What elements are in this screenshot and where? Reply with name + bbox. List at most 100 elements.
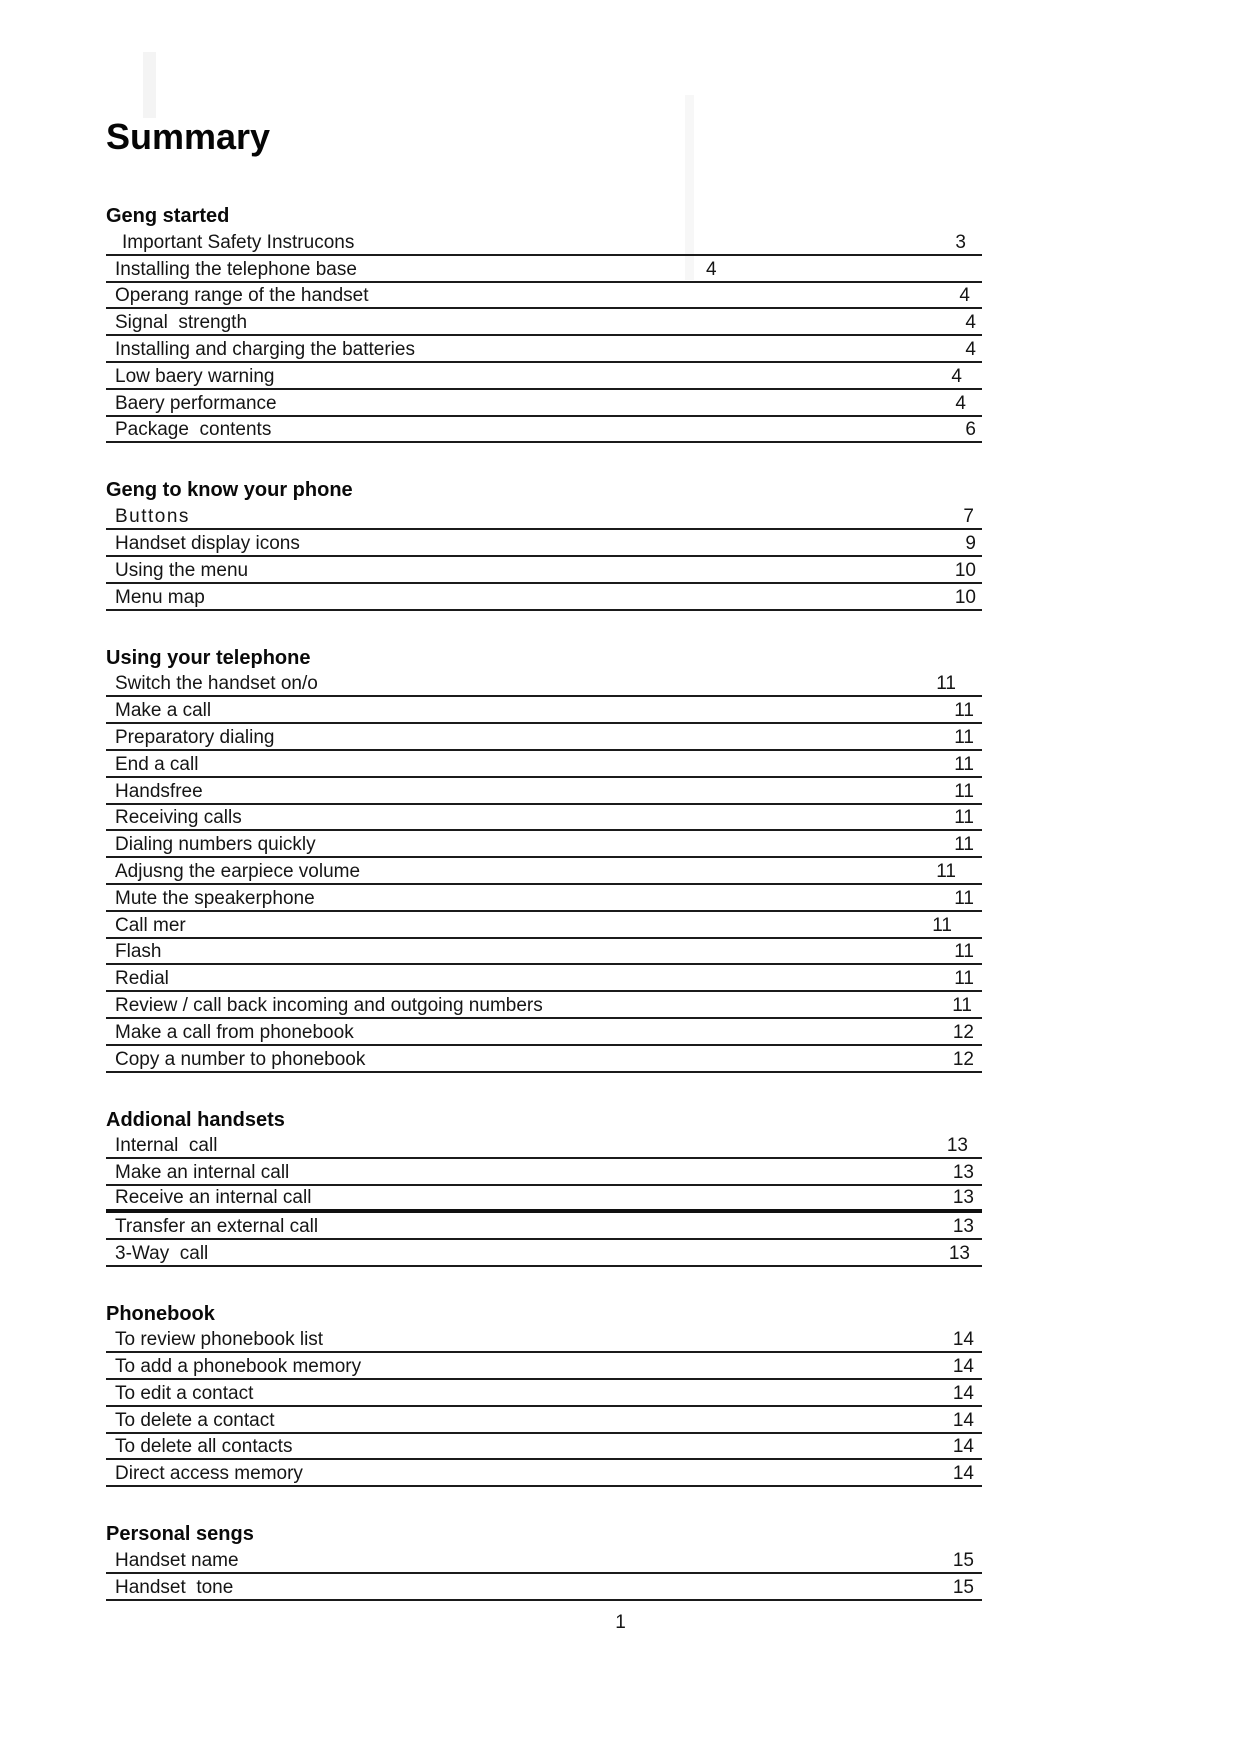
- toc-entry-label: Redial: [115, 968, 169, 990]
- toc-entry-label: Flash: [115, 941, 162, 963]
- toc-entry-page: 13: [948, 1242, 970, 1264]
- toc-entry-row: Installing and charging the batteries 4: [106, 336, 982, 363]
- toc-entry-label: End a call: [115, 753, 199, 775]
- toc-entry-label: Handset name: [115, 1550, 239, 1572]
- toc-entry-page: 11: [952, 994, 972, 1016]
- toc-entry-page: 12: [952, 1021, 974, 1043]
- toc-entry-page: 14: [952, 1436, 974, 1458]
- toc-entry-label: Baery performance: [115, 392, 277, 414]
- toc-entry-label: Make a call from phonebook: [115, 1021, 354, 1043]
- toc-entry-label: Buttons: [115, 506, 190, 528]
- toc-entry-page: 11: [936, 860, 956, 882]
- toc-entry-label: Dialing numbers quickly: [115, 834, 316, 856]
- toc-entry-page: 13: [952, 1162, 974, 1184]
- toc-entry-page: 4: [706, 258, 717, 280]
- toc-section: Phonebook To review phonebook list 14 To ad…: [106, 1301, 982, 1488]
- toc-entry-row: Dialing numbers quickly 11: [106, 831, 982, 859]
- toc-entry-label: Adjusng the earpiece volume: [115, 860, 361, 882]
- toc-entry-page: 11: [954, 700, 974, 722]
- toc-entry-row: Review / call back incoming and outgoing…: [106, 992, 982, 1019]
- toc-entry-label: Internal call: [115, 1135, 218, 1157]
- toc-entry-row: To review phonebook list 14: [106, 1327, 982, 1354]
- toc-entry-row: Internal call 13: [106, 1133, 982, 1160]
- toc-entry-page: 3: [955, 231, 966, 253]
- toc-entry-label: Copy a number to phonebook: [115, 1048, 366, 1070]
- toc-entry-label: Make an internal call: [115, 1162, 290, 1184]
- toc-entry-label: 3-Way call: [115, 1242, 209, 1264]
- toc-entry-label: Switch the handset on/o: [115, 673, 318, 695]
- toc-entry-page: 11: [954, 753, 974, 775]
- page-title: Summary: [106, 116, 271, 157]
- section-heading: Geng started: [106, 205, 230, 227]
- toc-entry-row: 3-Way call 13: [106, 1240, 982, 1267]
- toc-entry-page: 4: [965, 338, 976, 360]
- toc-entry-row: To add a phonebook memory 14: [106, 1353, 982, 1381]
- toc-entry-row: Package contents 6: [106, 417, 982, 444]
- scan-streak: [685, 95, 694, 280]
- toc-section: Addional handsets Internal call 13 Make an …: [106, 1107, 982, 1267]
- toc-entry-row: Signal strength 4: [106, 309, 982, 337]
- toc-entry-label: Using the menu: [115, 559, 249, 581]
- toc-entry-row: Switch the handset on/o 11: [106, 671, 982, 698]
- toc-entry-page: 12: [952, 1048, 974, 1070]
- toc-entry-page: 6: [965, 419, 976, 441]
- section-heading: Geng to know your phone: [106, 479, 353, 502]
- toc-entry-page: 11: [954, 968, 974, 990]
- toc-entry-page: 14: [952, 1409, 974, 1431]
- toc-entry-row: Preparatory dialing 11: [106, 724, 982, 751]
- toc-entry-row: Adjusng the earpiece volume 11: [106, 858, 982, 885]
- toc-entry-page: 11: [954, 807, 974, 829]
- toc-entry-row: End a call 11: [106, 751, 982, 778]
- toc-entry-row: To delete a contact 14: [106, 1407, 982, 1434]
- toc-entry-label: Handset display icons: [115, 532, 300, 554]
- toc-entry-row: Low baery warning 4: [106, 363, 982, 390]
- toc-entry-row: Flash 11: [106, 939, 982, 966]
- toc-entry-label: Handset tone: [115, 1576, 234, 1598]
- toc-entry-row: Receiving calls 11: [106, 805, 982, 832]
- toc-entry-page: 7: [963, 506, 974, 528]
- toc-section: Geng to know your phone Buttons 7 Handset d…: [106, 477, 982, 611]
- toc-entry-label: Installing and charging the batteries: [115, 338, 415, 360]
- toc-entry-page: 13: [952, 1215, 974, 1237]
- toc-entry-row: Important Safety Instrucons 3: [106, 229, 982, 256]
- toc-entry-page: 14: [952, 1382, 974, 1404]
- toc-entry-page: 11: [954, 780, 974, 802]
- toc-entry-row: Make an internal call 13: [106, 1159, 982, 1187]
- toc-entry-page: 11: [954, 941, 974, 963]
- toc-entry-label: To review phonebook list: [115, 1329, 324, 1351]
- toc-entry-page: 11: [932, 914, 952, 936]
- toc-entry-page: 14: [952, 1463, 974, 1485]
- toc-entry-row: Handset name 15: [106, 1547, 982, 1575]
- toc-entry-label: Receiving calls: [115, 807, 242, 829]
- toc-entry-row: Using the menu 10: [106, 557, 982, 584]
- toc-entry-row: Make a call from phonebook 12: [106, 1019, 982, 1046]
- toc-entry-label: Package contents: [115, 419, 272, 441]
- toc-entry-row: Call mer 11: [106, 912, 982, 939]
- toc-entry-page: 14: [952, 1356, 974, 1378]
- toc-section: Using your telephone Switch the handset o…: [106, 645, 982, 1073]
- toc-entry-page: 11: [954, 726, 974, 748]
- toc-entry-page: 13: [952, 1186, 974, 1208]
- toc-entry-row: Mute the speakerphone 11: [106, 885, 982, 912]
- toc-entry-page: 15: [952, 1550, 974, 1572]
- toc-entry-label: To add a phonebook memory: [115, 1356, 362, 1378]
- toc-entry-row: Handset display icons 9: [106, 530, 982, 557]
- toc-entry-page: 15: [952, 1576, 974, 1598]
- toc-entry-page: 4: [951, 365, 962, 387]
- toc-entry-page: 11: [954, 887, 974, 909]
- toc-entry-label: Review / call back incoming and outgoing…: [115, 994, 543, 1016]
- toc-sections: Geng started Important Safety Instrucons 3…: [106, 203, 982, 1601]
- toc-entry-label: Receive an internal call: [115, 1186, 312, 1208]
- toc-entry-label: To edit a contact: [115, 1382, 254, 1404]
- toc-entry-row: Operang range of the handset 4: [106, 283, 982, 310]
- toc-entry-label: Mute the speakerphone: [115, 887, 315, 909]
- toc-entry-row: Transfer an external call 13: [106, 1213, 982, 1240]
- table-of-contents: Summary Geng started Important Safety Ins…: [106, 114, 982, 1601]
- toc-entry-row: Installing the telephone base 4: [106, 256, 982, 283]
- section-heading: Using your telephone: [106, 646, 311, 669]
- toc-entry-page: 11: [954, 834, 974, 856]
- toc-entry-row: Redial 11: [106, 965, 982, 993]
- scan-streak: [143, 52, 156, 118]
- toc-entry-label: Call mer: [115, 914, 186, 936]
